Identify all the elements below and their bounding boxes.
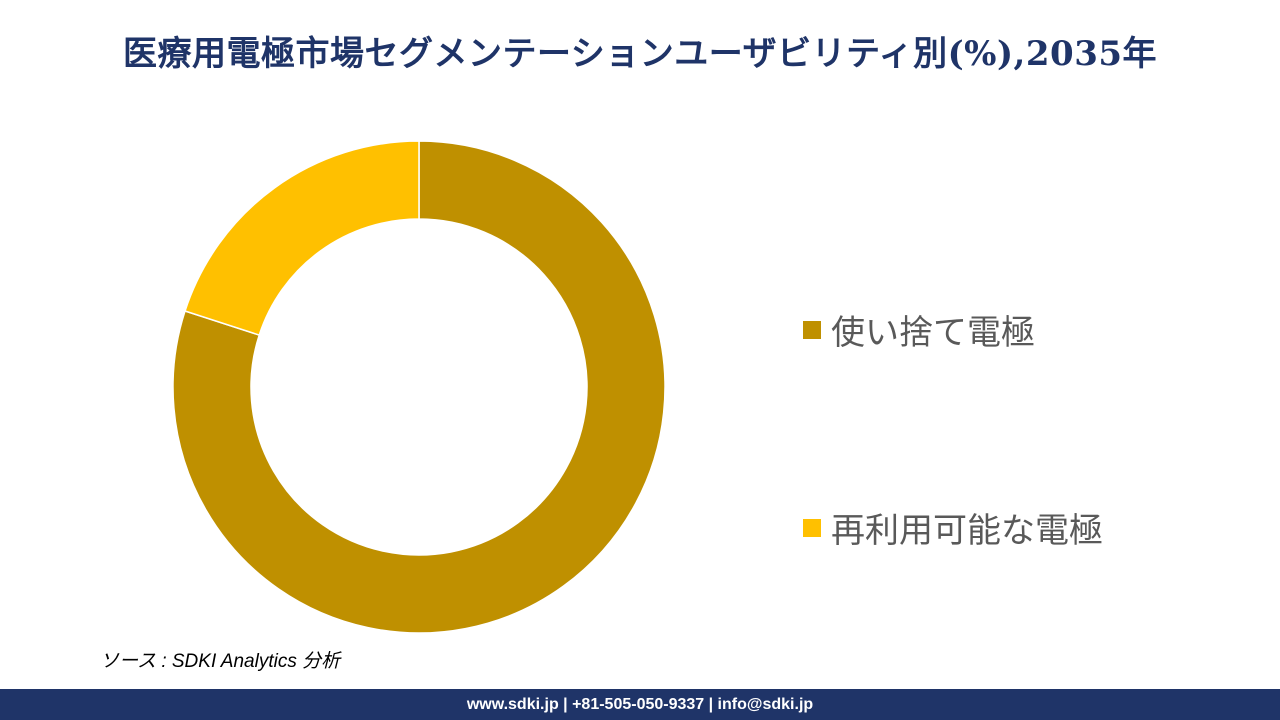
legend-swatch-reusable (803, 518, 821, 537)
legend-swatch-disposable (803, 320, 821, 339)
legend-label-reusable: 再利用可能な電極 (831, 511, 1103, 551)
legend-item-disposable: 使い捨て電極 (803, 305, 1035, 354)
donut-slice-disposable (172, 140, 666, 634)
source-note: ソース : SDKI Analytics 分析 (100, 651, 341, 672)
donut-slice-reusable (184, 140, 420, 337)
donut-chart (172, 140, 666, 634)
legend-label-disposable: 使い捨て電極 (831, 313, 1035, 353)
legend-item-reusable: 再利用可能な電極 (803, 503, 1103, 552)
chart-title: 医療用電極市場セグメンテーションユーザビリティ別(%),2035年 (122, 34, 1158, 74)
footer-contact-bar: www.sdki.jp | +81-505-050-9337 | info@sd… (0, 689, 1280, 720)
